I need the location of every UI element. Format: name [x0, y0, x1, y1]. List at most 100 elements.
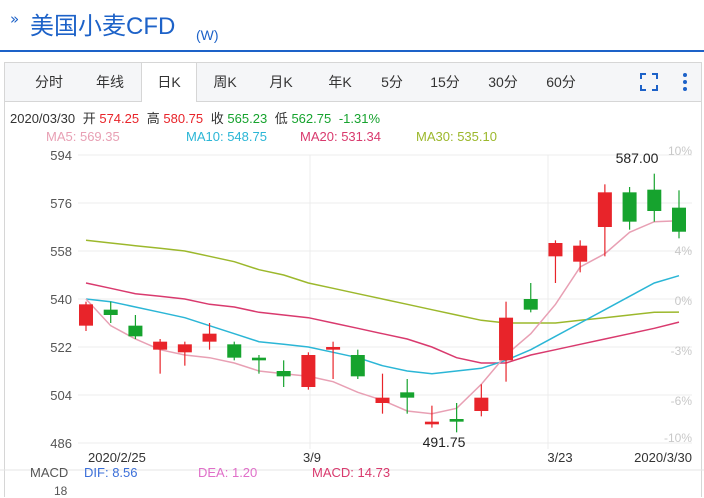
candle-body — [647, 189, 662, 211]
x-tick-label: 2020/2/25 — [88, 450, 146, 465]
pct-tick-label: -3% — [671, 344, 693, 358]
high-value: 580.75 — [163, 111, 204, 126]
pct-tick-label: 4% — [675, 244, 693, 258]
y-tick-label: 504 — [50, 388, 72, 403]
y-tick-label: 522 — [50, 340, 72, 355]
fullscreen-icon[interactable] — [639, 72, 659, 92]
macd-label: MACD — [30, 465, 69, 480]
pct-tick-label: -6% — [671, 394, 693, 408]
open-label: 开 — [82, 111, 96, 126]
close-label: 收 — [210, 111, 224, 126]
open-value: 574.25 — [99, 111, 140, 126]
dea-label: DEA: — [198, 465, 229, 480]
title-bar: » 美国小麦CFD (W) — [0, 0, 704, 52]
ma20-line — [85, 282, 680, 364]
candle-body — [499, 317, 514, 361]
candle-body — [597, 192, 612, 227]
candle-body — [227, 344, 242, 358]
pct-tick-label: -10% — [664, 431, 692, 445]
tab-15min[interactable]: 15分 — [430, 74, 460, 90]
ma30-label: MA30: — [416, 129, 454, 144]
tab-5min[interactable]: 5分 — [381, 74, 403, 90]
candle-body — [548, 243, 563, 257]
candle-body — [251, 357, 266, 361]
tab-30min[interactable]: 30分 — [488, 74, 518, 90]
info-date: 2020/03/30 — [10, 111, 76, 126]
ma30-value: 535.10 — [457, 129, 497, 144]
ma10-line — [85, 274, 680, 375]
ma30-line — [85, 239, 680, 324]
candle-body — [523, 299, 538, 310]
macd-dea: DEA: 1.20 — [198, 465, 257, 480]
y-tick-label: 486 — [50, 436, 72, 451]
max-price-label: 587.00 — [616, 150, 659, 166]
ma30-legend: MA30: 535.10 — [416, 129, 497, 144]
candle-body — [400, 392, 415, 398]
candle-body — [672, 207, 686, 232]
candle-body — [153, 341, 168, 350]
tab-weekly-k[interactable]: 周K — [213, 74, 237, 90]
chart-panel: 分时 年线 日K 周K 月K 年K 5分 15分 30分 60分 — [4, 62, 702, 497]
instrument-code: (W) — [196, 27, 219, 43]
candle-body — [573, 245, 588, 262]
macd-value-label: MACD: — [312, 465, 354, 480]
high-label: 高 — [146, 111, 160, 126]
tab-daily-k[interactable]: 日K — [141, 63, 197, 102]
low-label: 低 — [274, 111, 288, 126]
change-value: -1.31% — [338, 111, 381, 126]
close-value: 565.23 — [227, 111, 268, 126]
pct-tick-label: 10% — [668, 144, 692, 158]
x-tick-label: 2020/3/30 — [634, 450, 692, 465]
candle-body — [103, 309, 118, 315]
period-tabs: 分时 年线 日K 周K 月K 年K 5分 15分 30分 60分 — [5, 63, 701, 102]
candle-body — [79, 304, 93, 326]
tab-yearly-k[interactable]: 年K — [328, 74, 352, 90]
dif-label: DIF: — [84, 465, 109, 480]
ma20-legend: MA20: 531.34 — [300, 129, 381, 144]
tab-60min[interactable]: 60分 — [546, 74, 576, 90]
dea-value: 1.20 — [231, 465, 258, 480]
instrument-title: 美国小麦CFD — [30, 13, 176, 40]
candle-body — [424, 421, 439, 425]
candle-body — [177, 344, 192, 353]
low-value: 562.75 — [291, 111, 332, 126]
ma5-legend: MA5: 569.35 — [46, 129, 120, 144]
candle-body — [474, 397, 489, 411]
ma20-value: 531.34 — [341, 129, 381, 144]
ohlc-info: 2020/03/30 开 574.25 高 580.75 收 565.23 低 … — [10, 108, 380, 127]
macd-dif: DIF: 8.56 — [84, 465, 138, 480]
candle-body — [128, 325, 143, 337]
macd-axis-tick: 18 — [54, 484, 68, 498]
ma10-value: 548.75 — [227, 129, 267, 144]
dif-value: 8.56 — [112, 465, 138, 480]
ma10-legend: MA10: 548.75 — [186, 129, 267, 144]
candle-body — [622, 192, 637, 222]
candle-body — [449, 419, 464, 422]
tab-monthly-k[interactable]: 月K — [269, 74, 293, 90]
x-tick-label: 3/9 — [303, 450, 321, 465]
candle-body — [276, 371, 291, 377]
ma10-label: MA10: — [186, 129, 224, 144]
candle-body — [350, 355, 365, 377]
double-chevron-icon: » — [10, 10, 20, 28]
candle-body — [326, 347, 341, 350]
candle-body — [375, 397, 390, 403]
y-tick-label: 558 — [50, 244, 72, 259]
y-tick-label: 540 — [50, 292, 72, 307]
tab-intraday[interactable]: 分时 — [35, 74, 63, 90]
more-vertical-icon[interactable] — [675, 72, 695, 92]
ma5-value: 569.35 — [79, 129, 120, 144]
y-tick-label: 576 — [50, 196, 72, 211]
tab-yearline[interactable]: 年线 — [96, 74, 124, 90]
macd-value-group: MACD: 14.73 — [312, 465, 390, 480]
min-price-label: 491.75 — [423, 434, 466, 450]
ma20-label: MA20: — [300, 129, 338, 144]
pct-tick-label: 0% — [675, 294, 693, 308]
candle-body — [301, 355, 316, 387]
y-tick-label: 594 — [50, 148, 72, 163]
x-tick-label: 3/23 — [547, 450, 572, 465]
candle-body — [202, 333, 217, 342]
macd-value: 14.73 — [357, 465, 391, 480]
ma5-label: MA5: — [46, 129, 77, 144]
